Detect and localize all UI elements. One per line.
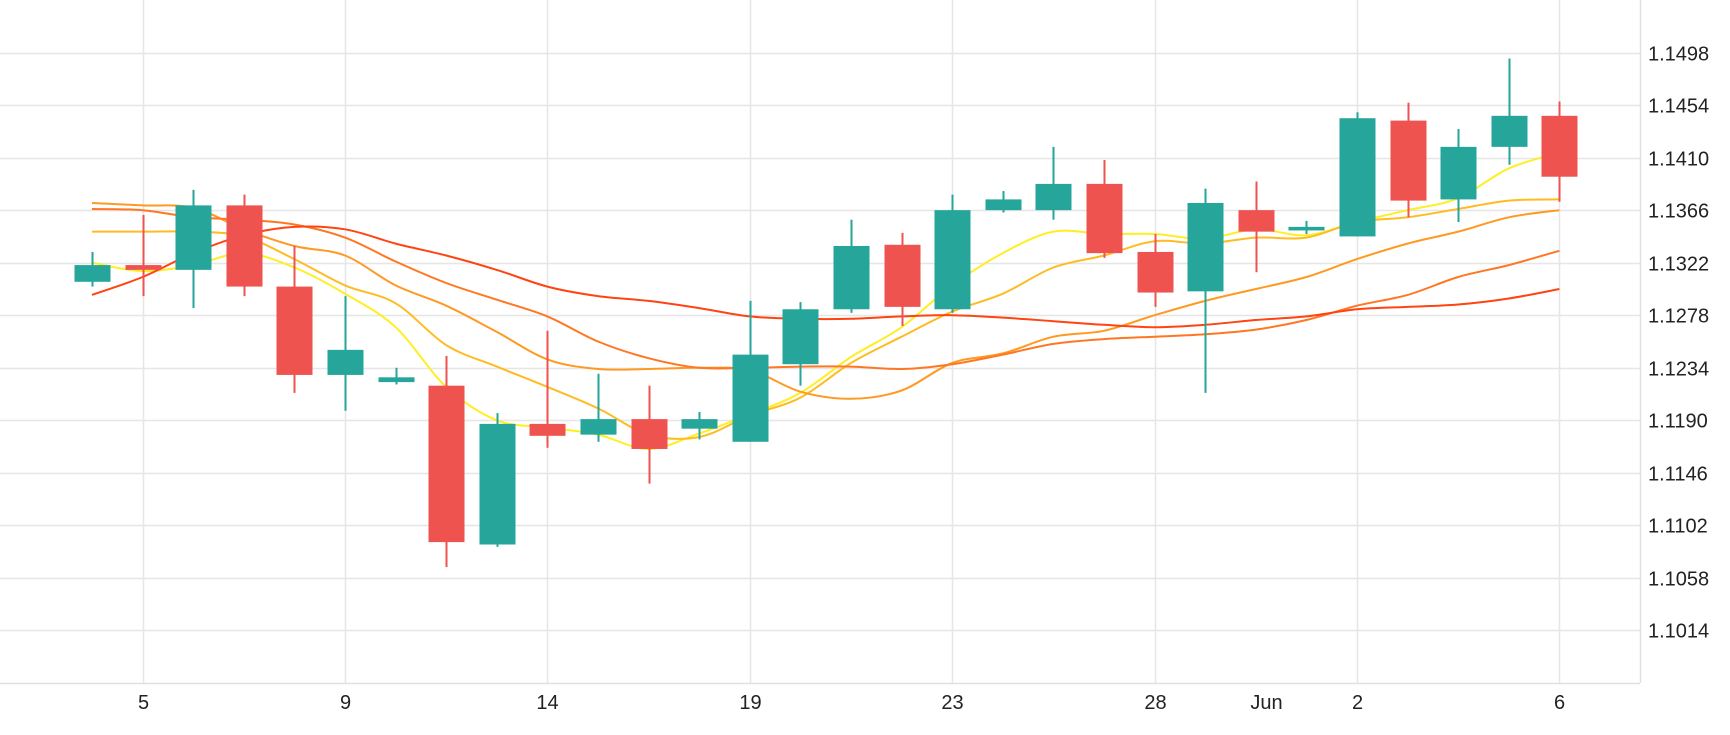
- candle-down: [428, 355, 465, 568]
- candle-up: [985, 191, 1022, 213]
- candle-body: [1390, 120, 1427, 201]
- candle-up: [74, 251, 111, 287]
- y-tick-label: 1.1058: [1648, 569, 1709, 591]
- y-tick-label: 1.1234: [1648, 359, 1709, 381]
- grid: [0, 0, 1640, 683]
- candle-up: [479, 413, 516, 547]
- x-tick-label: Jun: [1250, 692, 1282, 714]
- y-tick-label: 1.1102: [1648, 516, 1708, 538]
- candle-body: [378, 377, 415, 383]
- candle-body: [1491, 115, 1528, 147]
- candle-body: [1187, 202, 1224, 292]
- candle-up: [1491, 58, 1528, 165]
- candle-body: [175, 205, 212, 270]
- candle-body: [782, 309, 819, 365]
- candle-down: [1541, 101, 1578, 202]
- candle-up: [1288, 220, 1325, 235]
- candle-body: [1288, 226, 1325, 231]
- candle-up: [732, 300, 769, 442]
- candle-up: [327, 296, 364, 411]
- candle-down: [226, 194, 263, 297]
- candle-body: [428, 385, 465, 543]
- candle-down: [1238, 181, 1275, 273]
- x-tick-label: 23: [941, 692, 963, 714]
- candle-down: [125, 214, 162, 297]
- y-tick-label: 1.1498: [1648, 44, 1709, 66]
- candle-body: [833, 245, 870, 310]
- candle-down: [1390, 102, 1427, 218]
- candle-body: [327, 349, 364, 375]
- moving-average-line-3: [91, 201, 1560, 400]
- candle-up: [833, 219, 870, 313]
- y-tick-label: 1.1278: [1648, 306, 1709, 328]
- candle-body: [1440, 146, 1477, 200]
- x-tick-label: 5: [138, 692, 149, 714]
- candle-body: [985, 199, 1022, 211]
- x-tick-label: 28: [1144, 692, 1166, 714]
- candle-up: [1440, 128, 1477, 223]
- y-tick-label: 1.1146: [1648, 464, 1708, 486]
- moving-average-line-1: [91, 151, 1560, 451]
- candle-body: [226, 205, 263, 287]
- candle-up: [175, 189, 212, 309]
- candles: [74, 58, 1578, 568]
- moving-average-line-2: [91, 198, 1560, 440]
- y-tick-label: 1.1454: [1648, 96, 1709, 118]
- candle-body: [1339, 118, 1376, 237]
- y-tick-label: 1.1014: [1648, 621, 1709, 643]
- axes: [0, 0, 1642, 685]
- candle-down: [631, 385, 668, 484]
- candle-down: [1086, 160, 1123, 258]
- candle-body: [479, 423, 516, 545]
- candle-body: [1035, 183, 1072, 211]
- candle-body: [631, 419, 668, 449]
- candle-body: [681, 419, 718, 429]
- candle-body: [580, 419, 617, 435]
- candle-down: [884, 232, 921, 326]
- candle-up: [1035, 146, 1072, 220]
- candle-body: [1086, 183, 1123, 254]
- x-tick-label: 19: [739, 692, 761, 714]
- candle-body: [934, 210, 971, 310]
- candle-body: [1137, 251, 1174, 293]
- candle-body: [1541, 115, 1578, 177]
- candle-up: [1339, 112, 1376, 237]
- x-tick-label: 14: [536, 692, 558, 714]
- candle-body: [276, 286, 313, 375]
- candle-body: [74, 265, 111, 282]
- candle-body: [732, 354, 769, 442]
- candle-up: [1187, 188, 1224, 393]
- candle-down: [529, 330, 566, 448]
- moving-average-line-5: [91, 225, 1560, 329]
- y-tick-label: 1.1410: [1648, 149, 1709, 171]
- x-tick-label: 6: [1554, 692, 1565, 714]
- x-tick-label: 2: [1352, 692, 1363, 714]
- candle-body: [529, 423, 566, 436]
- moving-average-line-4: [91, 207, 1560, 371]
- candle-body: [125, 265, 162, 270]
- moving-average-lines: [91, 151, 1560, 451]
- candle-up: [934, 194, 971, 313]
- candle-down: [276, 245, 313, 393]
- y-tick-label: 1.1190: [1648, 411, 1708, 433]
- y-tick-label: 1.1366: [1648, 201, 1709, 223]
- candle-up: [378, 367, 415, 385]
- candle-body: [1238, 210, 1275, 232]
- x-tick-labels: 5 9 14 19 23 28 Jun 2 6: [138, 692, 1565, 714]
- y-tick-label: 1.1322: [1648, 254, 1709, 276]
- candle-up: [782, 302, 819, 386]
- candle-down: [1137, 234, 1174, 307]
- candle-up: [580, 373, 617, 442]
- y-tick-labels: 1.1498 1.1454 1.1410 1.1366 1.1322 1.1278 1.12…: [1648, 44, 1709, 643]
- candle-body: [884, 244, 921, 307]
- x-tick-label: 9: [340, 692, 351, 714]
- candle-up: [681, 411, 718, 440]
